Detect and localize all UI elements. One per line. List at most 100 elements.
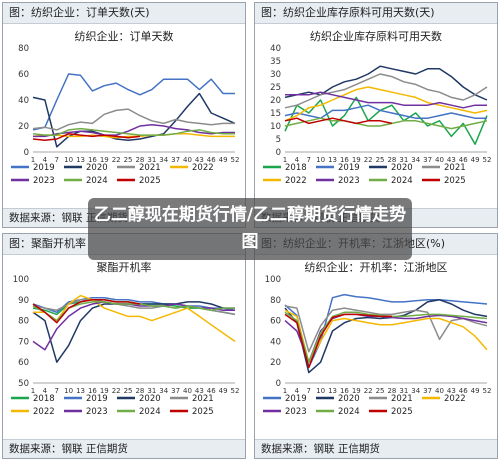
series-line-2022 [284,309,488,363]
series-line-2020 [284,299,488,374]
x-tick-label: 22 [112,387,121,395]
x-tick-label: 1 [283,156,287,164]
x-tick-label: 31 [147,156,156,164]
y-tick-label: 20 [270,358,281,368]
x-tick-label: 40 [435,387,444,395]
legend-label: 2024 [338,407,360,417]
x-tick-label: 34 [411,387,420,395]
chart-title: 聚酯开机率 [97,260,152,274]
x-tick-label: 46 [459,156,468,164]
series-line-2018 [284,96,488,145]
x-tick-label: 40 [183,156,192,164]
x-tick-label: 1 [283,387,287,395]
x-tick-label: 31 [147,387,156,395]
x-tick-label: 4 [295,387,300,395]
x-tick-label: 49 [471,387,480,395]
x-tick-label: 4 [43,156,48,164]
x-tick-label: 37 [423,387,432,395]
legend-label: 2021 [192,394,214,404]
series-line-2021 [284,305,488,353]
x-tick-label: 40 [435,156,444,164]
y-tick-label: 0 [276,148,281,158]
x-tick-label: 22 [364,387,373,395]
x-tick-label: 22 [364,156,373,164]
legend-label: 2021 [391,394,413,404]
x-tick-label: 31 [399,387,408,395]
x-tick-label: 28 [387,156,396,164]
y-tick-label: 5 [276,135,281,145]
x-tick-label: 16 [340,156,349,164]
x-tick-label: 46 [459,387,468,395]
legend-label: 2020 [86,163,108,173]
series-line-2024 [284,117,488,130]
chart-title: 纺织企业：订单天数 [75,29,174,43]
y-tick-label: 60 [18,358,29,368]
y-tick-label: 70 [18,337,29,347]
legend-label: 2021 [444,163,466,173]
x-tick-label: 7 [55,387,59,395]
x-tick-label: 52 [483,156,492,164]
series-line-2019 [32,296,236,314]
series-line-2025 [284,313,392,369]
y-tick-label: 80 [270,296,281,306]
y-tick-label: 80 [18,317,29,327]
panel-polyester-rate: 图：聚酯开机率 聚酯开机率 50 60 70 80 90 100 1 4 7 10 13 16 19 22 2… [2,233,246,459]
x-tick-label: 34 [159,156,168,164]
x-tick-label: 34 [159,387,168,395]
y-tick-label: 20 [18,122,29,132]
x-tick-label: 28 [387,387,396,395]
series-line-2023 [33,123,235,138]
panel-jiangzhe-rate: 图：纺织企业：开机率：江浙地区(%) 纺织企业：开机率：江浙地区02040608… [254,233,498,459]
legend-label: 2021 [139,163,161,173]
panel-inventory-days: 图：纺织企业库存原料可用天数(天) 纺织企业库存原料可用天数 0 5 10 15 20 25… [254,2,498,228]
x-tick-label: 52 [231,156,240,164]
y-tick-label: 40 [270,337,281,347]
series-line-2019 [284,104,487,119]
y-tick-label: 100 [13,275,29,285]
x-tick-label: 37 [171,387,180,395]
x-tick-label: 13 [76,156,85,164]
legend-label: 2022 [33,407,55,417]
x-tick-label: 37 [171,156,180,164]
x-tick-label: 25 [376,156,385,164]
series-line-2024 [32,127,235,136]
x-tick-label: 13 [76,387,85,395]
x-tick-label: 49 [219,387,228,395]
y-tick-label: 25 [270,83,281,93]
y-tick-label: 50 [18,379,29,389]
x-tick-label: 7 [307,387,311,395]
x-tick-label: 28 [135,387,144,395]
legend-label: 2023 [285,407,307,417]
x-tick-label: 7 [55,156,59,164]
x-tick-label: 16 [88,156,97,164]
y-tick-label: 15 [270,109,281,119]
x-tick-label: 49 [219,156,228,164]
series-line-2023 [285,91,487,109]
legend-label: 2020 [338,394,360,404]
x-tick-label: 46 [207,387,216,395]
legend-label: 2022 [192,163,214,173]
x-tick-label: 25 [124,156,133,164]
legend-label: 2025 [444,176,466,186]
x-tick-label: 52 [483,387,492,395]
panel-footer: 数据来源：钢联 正信期货 [3,439,245,458]
legend-label: 2019 [338,163,360,173]
x-tick-label: 10 [316,156,325,164]
legend-label: 2018 [33,394,55,404]
x-tick-label: 31 [399,156,408,164]
panel-header: 图：纺织企业库存原料可用天数(天) [255,3,497,24]
legend-label: 2023 [338,176,360,186]
x-tick-label: 46 [207,156,216,164]
y-tick-label: 60 [270,317,281,327]
legend-label: 2022 [285,176,307,186]
y-tick-label: 40 [18,96,29,106]
x-tick-label: 19 [352,156,361,164]
x-tick-label: 10 [64,387,73,395]
x-tick-label: 19 [352,387,361,395]
x-tick-label: 22 [112,156,121,164]
x-tick-label: 19 [100,387,109,395]
y-tick-label: 20 [270,96,281,106]
x-tick-label: 28 [135,156,144,164]
jiangzhe-rate-chart: 纺织企业：开机率：江浙地区 0 20 40 60 80 100 1 4 7 10 13 16 19 22 25… [263,260,492,417]
x-tick-label: 10 [64,156,73,164]
